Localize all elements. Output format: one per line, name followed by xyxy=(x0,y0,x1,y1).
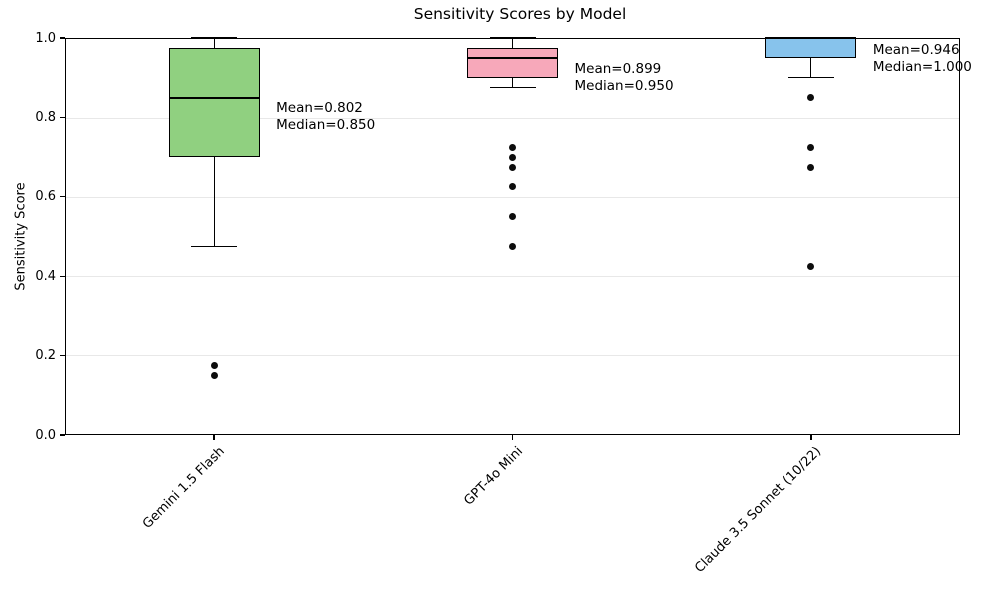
outlier-dot-gemini-1-5-flash xyxy=(210,362,218,370)
y-tick-mark xyxy=(60,275,65,277)
outlier-dot-gpt-4o-mini xyxy=(509,143,516,151)
y-tick-mark xyxy=(60,354,65,357)
box-claude-3-5-sonnet-10-22 xyxy=(765,38,857,58)
outlier-dot-claude-3-5-sonnet-10-22 xyxy=(807,163,815,171)
whisker-lower-gpt-4o-mini xyxy=(511,77,514,88)
whisker-cap-high-gpt-4o-mini xyxy=(489,37,536,39)
gridline xyxy=(66,355,959,356)
y-tick-label: 0.2 xyxy=(35,348,56,364)
gridline xyxy=(66,276,959,277)
stat-annotation-line: Mean=0.946 xyxy=(872,42,960,59)
outlier-dot-claude-3-5-sonnet-10-22 xyxy=(807,94,815,102)
stat-annotation-line: Median=0.850 xyxy=(276,116,376,133)
gridline xyxy=(66,197,959,198)
stat-annotation-line: Mean=0.899 xyxy=(574,61,662,78)
whisker-cap-low-gpt-4o-mini xyxy=(489,86,536,89)
whisker-upper-gpt-4o-mini xyxy=(511,38,514,48)
outlier-dot-gpt-4o-mini xyxy=(509,213,516,221)
stat-annotation-line: Median=0.950 xyxy=(574,78,674,95)
y-tick-label: 0.6 xyxy=(35,189,56,205)
outlier-dot-gpt-4o-mini xyxy=(509,153,516,161)
whisker-lower-gemini-1-5-flash xyxy=(213,157,215,247)
y-tick-mark xyxy=(60,37,65,39)
stat-annotation-claude-3-5-sonnet-10-22: Mean=0.946 Median=1.000 xyxy=(873,42,972,76)
stat-annotation-gemini-1-5-flash: Mean=0.802 Median=0.850 xyxy=(276,100,375,134)
y-tick-mark xyxy=(60,196,65,198)
x-tick-mark xyxy=(511,435,514,440)
x-tick-label: GPT-4o Mini xyxy=(461,444,527,509)
outlier-dot-gemini-1-5-flash xyxy=(210,371,218,379)
whisker-cap-low-gemini-1-5-flash xyxy=(191,245,238,248)
y-axis-label: Sensitivity Score xyxy=(13,182,29,291)
x-tick-label: Claude 3.5 Sonnet (10/22) xyxy=(692,444,825,576)
y-tick-label: 0.0 xyxy=(35,427,56,443)
y-tick-mark xyxy=(60,116,65,119)
x-tick-mark xyxy=(213,435,215,440)
box-gemini-1-5-flash xyxy=(168,47,260,158)
outlier-dot-gpt-4o-mini xyxy=(509,183,516,191)
outlier-dot-gpt-4o-mini xyxy=(509,242,516,250)
x-tick-label: Gemini 1.5 Flash xyxy=(139,444,228,532)
median-line-claude-3-5-sonnet-10-22 xyxy=(765,37,857,39)
whisker-upper-gemini-1-5-flash xyxy=(213,38,215,48)
outlier-dot-gpt-4o-mini xyxy=(509,163,516,171)
outlier-dot-claude-3-5-sonnet-10-22 xyxy=(807,262,815,270)
stat-annotation-line: Median=1.000 xyxy=(872,59,972,76)
outlier-dot-claude-3-5-sonnet-10-22 xyxy=(807,143,815,151)
gridline xyxy=(66,118,959,119)
chart-title: Sensitivity Scores by Model xyxy=(413,5,627,23)
whisker-cap-high-gemini-1-5-flash xyxy=(191,37,238,39)
median-line-gemini-1-5-flash xyxy=(168,96,260,99)
y-tick-label: 0.8 xyxy=(35,109,56,125)
whisker-cap-low-claude-3-5-sonnet-10-22 xyxy=(787,77,834,79)
y-tick-mark xyxy=(60,434,65,436)
median-line-gpt-4o-mini xyxy=(467,56,558,59)
y-tick-label: 1.0 xyxy=(35,30,56,46)
whisker-lower-claude-3-5-sonnet-10-22 xyxy=(810,57,812,78)
x-tick-mark xyxy=(810,435,812,440)
stat-annotation-gpt-4o-mini: Mean=0.899 Median=0.950 xyxy=(575,61,674,95)
box-gpt-4o-mini xyxy=(467,47,558,78)
stat-annotation-line: Mean=0.802 xyxy=(276,99,363,116)
y-tick-label: 0.4 xyxy=(35,268,56,284)
